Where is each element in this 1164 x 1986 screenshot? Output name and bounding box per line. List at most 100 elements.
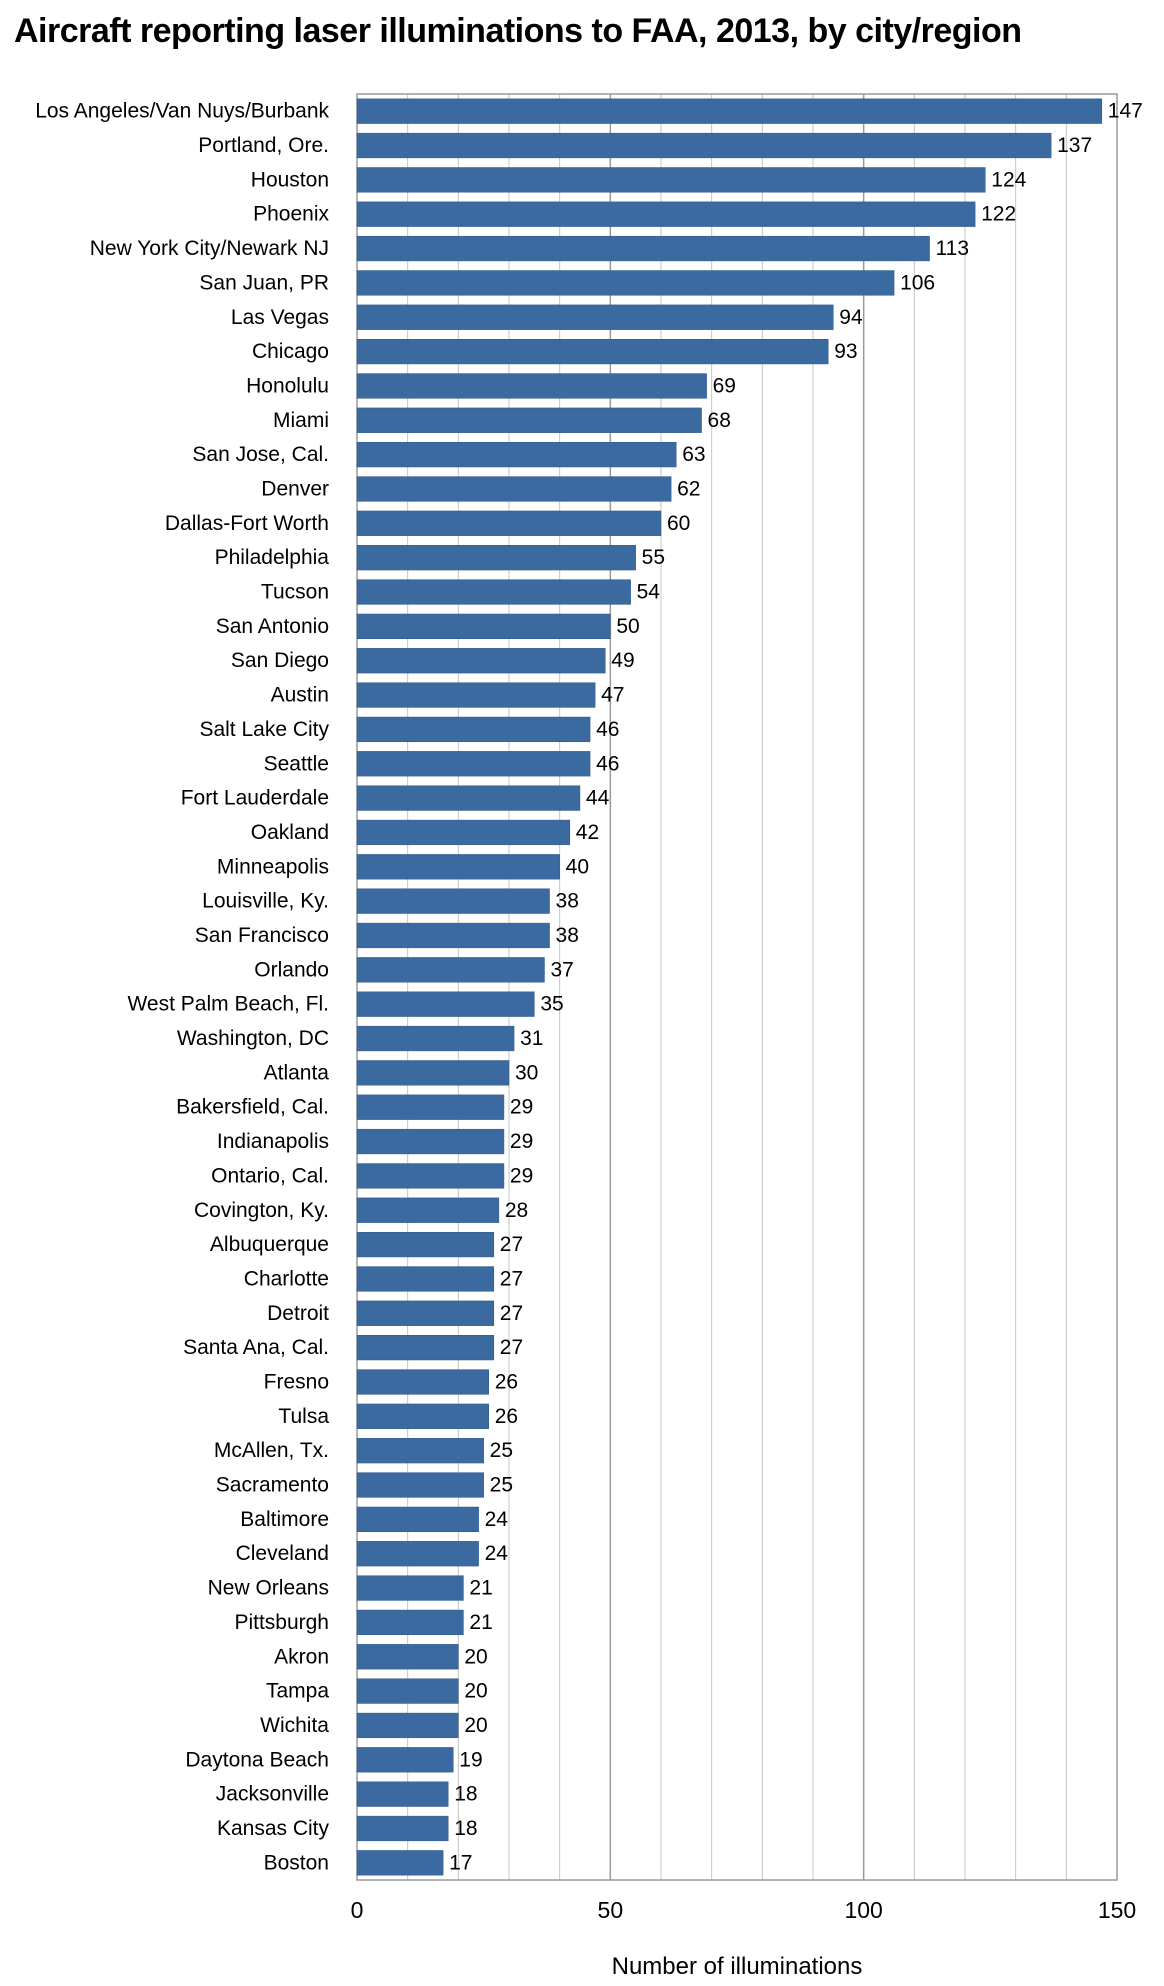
- bar: [356, 579, 631, 605]
- category-label: San Juan, PR: [199, 271, 329, 294]
- bar: [356, 1163, 505, 1189]
- value-label: 94: [839, 306, 863, 329]
- value-label: 50: [616, 615, 639, 638]
- category-label: Miami: [273, 409, 329, 432]
- value-label: 137: [1057, 134, 1092, 157]
- value-label: 19: [459, 1748, 482, 1771]
- value-label: 55: [642, 546, 665, 569]
- value-label: 37: [550, 958, 573, 981]
- bar: [356, 1403, 489, 1429]
- bar: [356, 1781, 449, 1807]
- value-label: 93: [834, 340, 857, 363]
- bar: [356, 1266, 495, 1292]
- value-label: 62: [677, 477, 700, 500]
- value-label: 20: [464, 1645, 487, 1668]
- bar: [356, 819, 571, 846]
- bar: [356, 1644, 459, 1670]
- bar: [356, 1094, 505, 1120]
- value-label: 26: [495, 1405, 518, 1428]
- bar: [356, 304, 834, 330]
- value-label: 40: [566, 855, 589, 878]
- category-label: Charlotte: [244, 1267, 329, 1290]
- bar: [356, 1575, 464, 1601]
- category-label: Fresno: [264, 1370, 329, 1393]
- bar: [356, 613, 611, 639]
- category-label: Jacksonville: [216, 1783, 329, 1806]
- value-label: 29: [510, 1130, 533, 1153]
- category-label: Louisville, Ky.: [202, 890, 329, 913]
- category-label: Austin: [271, 684, 329, 707]
- category-label: Pittsburgh: [234, 1611, 329, 1634]
- bar: [356, 1335, 495, 1361]
- bar: [356, 1060, 510, 1086]
- bar: [356, 682, 596, 708]
- value-label: 60: [667, 512, 690, 535]
- value-label: 35: [540, 993, 563, 1016]
- value-label: 18: [454, 1783, 477, 1806]
- x-tick-label: 50: [598, 1897, 624, 1923]
- category-label: Portland, Ore.: [198, 134, 329, 157]
- x-tick-label: 150: [1098, 1897, 1136, 1923]
- bar: [356, 1747, 454, 1773]
- value-label: 30: [515, 1061, 538, 1084]
- value-label: 44: [586, 787, 610, 810]
- value-label: 25: [490, 1474, 513, 1497]
- category-label: Baltimore: [240, 1508, 329, 1531]
- bar: [356, 1300, 495, 1326]
- category-label: Indianapolis: [217, 1130, 329, 1153]
- category-label: New Orleans: [208, 1577, 329, 1600]
- category-label: Washington, DC: [177, 1027, 329, 1050]
- bar: [356, 270, 895, 296]
- bar: [356, 1128, 505, 1155]
- category-label: Boston: [264, 1851, 329, 1874]
- category-label: Las Vegas: [231, 306, 329, 329]
- category-label: Chicago: [252, 340, 329, 363]
- value-label: 42: [576, 821, 599, 844]
- bar: [356, 98, 1103, 124]
- value-label: 69: [713, 374, 736, 397]
- value-label: 106: [900, 271, 935, 294]
- value-label: 49: [611, 649, 634, 672]
- bar: [356, 888, 550, 914]
- category-label: Los Angeles/Van Nuys/Burbank: [35, 100, 329, 123]
- bar: [356, 545, 636, 571]
- x-tick-label: 100: [844, 1897, 882, 1923]
- category-label: Minneapolis: [217, 855, 329, 878]
- bar: [356, 1025, 515, 1052]
- category-label: Kansas City: [217, 1817, 330, 1840]
- category-label: Cleveland: [236, 1542, 329, 1565]
- value-label: 113: [936, 237, 969, 260]
- value-label: 21: [469, 1611, 492, 1634]
- bar: [356, 1850, 444, 1876]
- category-label: Houston: [251, 168, 329, 191]
- value-label: 47: [601, 684, 624, 707]
- bar: [356, 407, 702, 433]
- value-label: 46: [596, 752, 619, 775]
- bar: [356, 201, 976, 227]
- category-label: Seattle: [264, 752, 329, 775]
- category-labels: Los Angeles/Van Nuys/Burbank Portland, Or…: [35, 100, 329, 1875]
- value-label: 27: [500, 1267, 523, 1290]
- category-label: Bakersfield, Cal.: [176, 1096, 329, 1119]
- category-label: Phoenix: [253, 203, 329, 226]
- bar: [356, 751, 591, 777]
- value-label: 31: [520, 1027, 543, 1050]
- bar: [356, 991, 535, 1017]
- x-tick-labels: 0 50 100 150: [351, 1897, 1137, 1923]
- category-label: Wichita: [260, 1714, 329, 1737]
- value-label: 17: [449, 1851, 472, 1874]
- value-label: 38: [556, 890, 579, 913]
- category-label: San Antonio: [216, 615, 329, 638]
- bar: [356, 1541, 479, 1567]
- bar: [356, 338, 829, 365]
- bars: [356, 98, 1103, 1876]
- category-label: Philadelphia: [215, 546, 330, 569]
- value-label: 63: [682, 443, 705, 466]
- category-label: Albuquerque: [210, 1233, 329, 1256]
- category-label: Dallas-Fort Worth: [165, 512, 329, 535]
- bar: [356, 1815, 449, 1842]
- category-label: McAllen, Tx.: [214, 1439, 329, 1462]
- category-label: Tulsa: [278, 1405, 329, 1428]
